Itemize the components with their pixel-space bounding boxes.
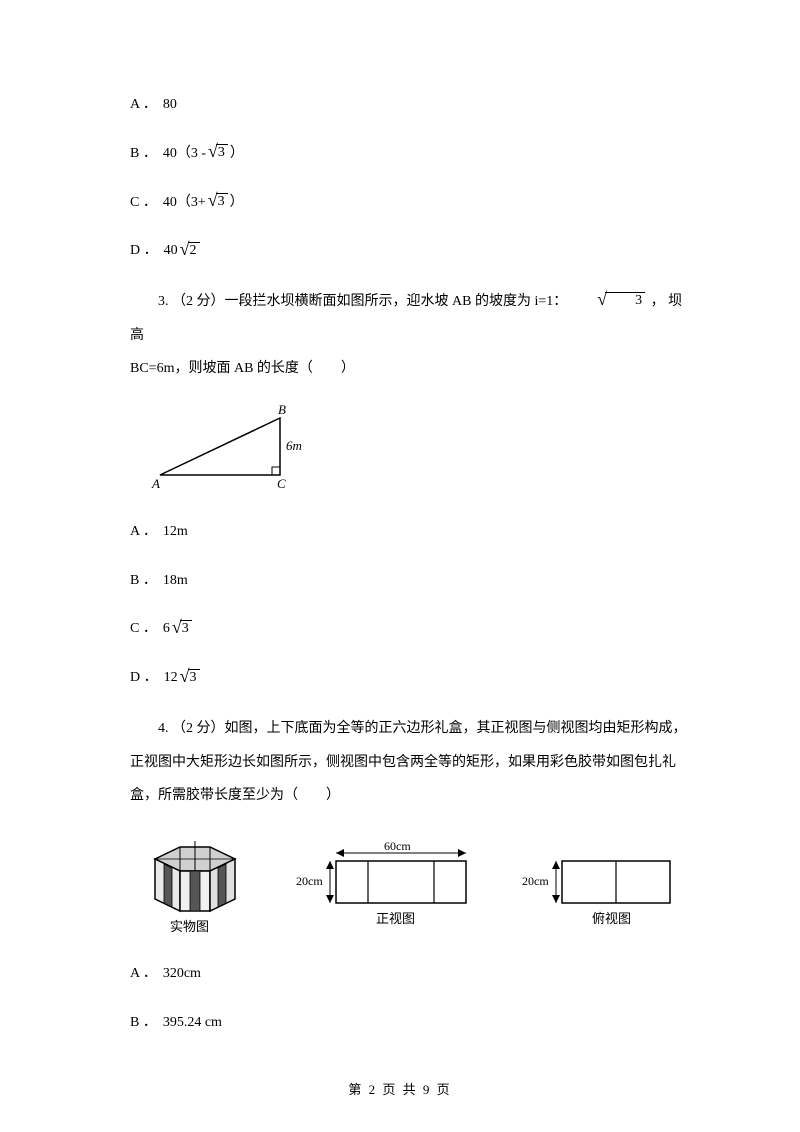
sqrt-icon: √3 bbox=[208, 142, 228, 162]
option-letter: C ． bbox=[130, 614, 157, 645]
option-text-pre: 6 bbox=[163, 614, 170, 645]
q2-option-a: A ． 80 bbox=[130, 90, 690, 121]
option-letter: D ． bbox=[130, 236, 158, 267]
option-text-pre: 40（3+ bbox=[163, 188, 206, 219]
svg-text:60cm: 60cm bbox=[384, 841, 411, 853]
q3-text-a: 3. （2 分）一段拦水坝横断面如图所示，迎水坡 AB 的坡度为 i=1： bbox=[158, 294, 567, 309]
svg-text:20cm: 20cm bbox=[522, 874, 549, 888]
q3-option-d: D ． 12 √3 bbox=[130, 663, 690, 694]
svg-text:正视图: 正视图 bbox=[376, 911, 415, 926]
q3-option-b: B ． 18m bbox=[130, 566, 690, 597]
option-letter: D ． bbox=[130, 663, 158, 694]
option-text-pre: 40 bbox=[164, 236, 178, 267]
option-letter: B ． bbox=[130, 139, 157, 170]
sqrt-icon: √3 bbox=[208, 191, 228, 211]
sqrt-icon: √3 bbox=[172, 618, 192, 638]
option-text: 320cm bbox=[163, 959, 201, 990]
page-content: A ． 80 B ． 40（3 - √3 ） C ． 40（3+ √3 ） D … bbox=[0, 0, 800, 1078]
q4-option-b: B ． 395.24 cm bbox=[130, 1008, 690, 1039]
q2-option-c: C ． 40（3+ √3 ） bbox=[130, 188, 690, 219]
option-text: 395.24 cm bbox=[163, 1008, 222, 1039]
svg-text:6m: 6m bbox=[286, 438, 302, 453]
page-footer: 第 2 页 共 9 页 bbox=[0, 1079, 800, 1098]
option-letter: A ． bbox=[130, 959, 157, 990]
q2-option-d: D ． 40 √2 bbox=[130, 236, 690, 267]
option-letter: A ． bbox=[130, 90, 157, 121]
q4-fig-front: 60cm 20cm 正视图 bbox=[296, 841, 486, 941]
option-letter: C ． bbox=[130, 188, 157, 219]
q4-text: 4. （2 分）如图，上下底面为全等的正六边形礼盒，其正视图与侧视图均由矩形构成… bbox=[130, 712, 690, 813]
option-text: 80 bbox=[163, 90, 177, 121]
q3-option-c: C ． 6 √3 bbox=[130, 614, 690, 645]
svg-text:20cm: 20cm bbox=[296, 874, 323, 888]
sqrt-icon: √3 bbox=[569, 290, 645, 310]
svg-text:俯视图: 俯视图 bbox=[592, 911, 631, 926]
q3-text-c: BC=6m，则坡面 AB 的长度（ ） bbox=[102, 352, 355, 386]
q4-fig-side: 20cm 俯视图 bbox=[522, 841, 682, 941]
svg-text:B: B bbox=[278, 402, 286, 417]
sqrt-icon: √3 bbox=[180, 667, 200, 687]
sqrt-icon: √2 bbox=[180, 240, 200, 260]
option-text-post: ） bbox=[230, 139, 244, 170]
q4-option-a: A ． 320cm bbox=[130, 959, 690, 990]
option-letter: B ． bbox=[130, 1008, 157, 1039]
q4-fig-box: 实物图 bbox=[130, 831, 260, 941]
q3-text: 3. （2 分）一段拦水坝横断面如图所示，迎水坡 AB 的坡度为 i=1：√3 … bbox=[130, 285, 690, 386]
option-text: 12m bbox=[163, 517, 188, 548]
option-text: 18m bbox=[163, 566, 188, 597]
option-letter: A ． bbox=[130, 517, 157, 548]
q3-option-a: A ． 12m bbox=[130, 517, 690, 548]
q3-figure: B A C 6m bbox=[150, 400, 690, 503]
q4-figure: 实物图 60cm 20cm 正视图 20cm bbox=[130, 831, 690, 941]
option-text-post: ） bbox=[230, 188, 244, 219]
svg-text:A: A bbox=[151, 476, 160, 490]
option-text-pre: 12 bbox=[164, 663, 178, 694]
q2-option-b: B ． 40（3 - √3 ） bbox=[130, 139, 690, 170]
option-letter: B ． bbox=[130, 566, 157, 597]
svg-text:C: C bbox=[277, 476, 286, 490]
q4-text-body: 4. （2 分）如图，上下底面为全等的正六边形礼盒，其正视图与侧视图均由矩形构成… bbox=[130, 721, 687, 803]
svg-text:实物图: 实物图 bbox=[170, 919, 209, 934]
option-text-pre: 40（3 - bbox=[163, 139, 206, 170]
